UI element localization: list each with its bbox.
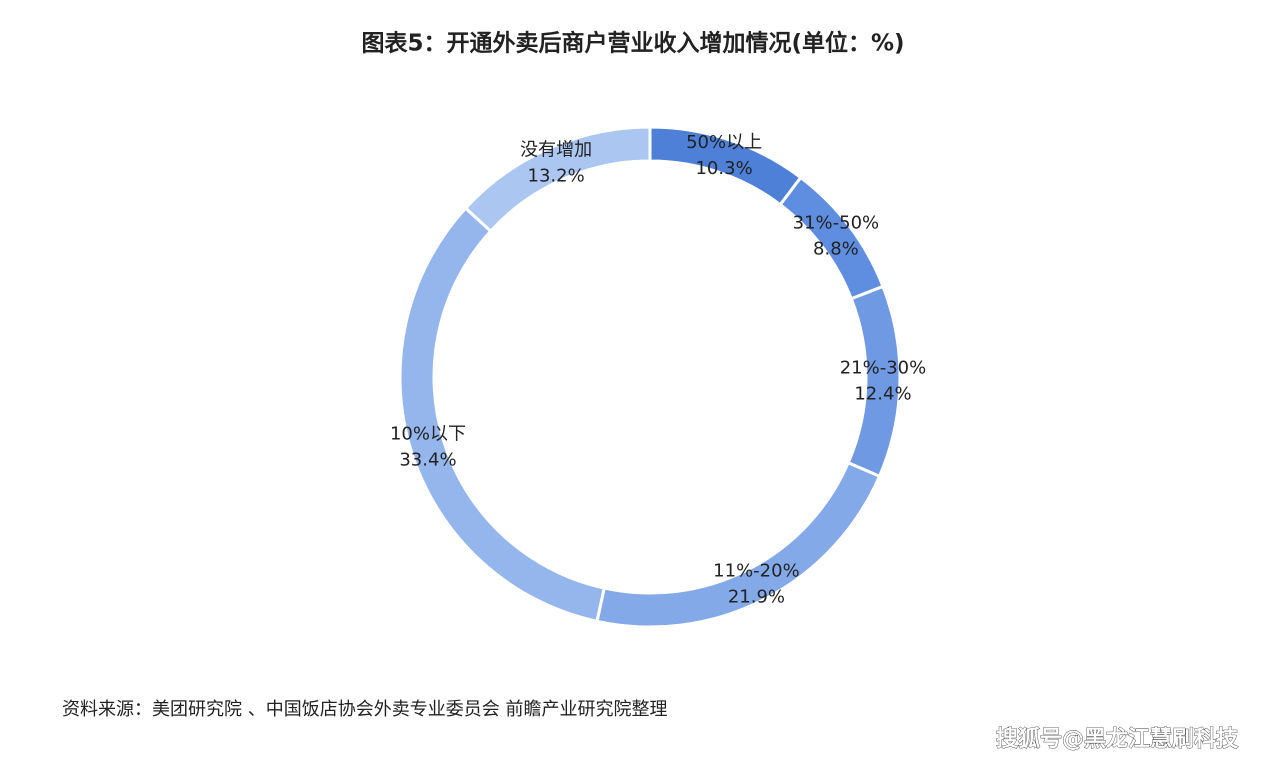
slice-value-label: 12.4%: [854, 383, 911, 404]
slice-category-label: 50%以上: [686, 132, 762, 153]
slice-category-label: 10%以下: [390, 424, 466, 445]
slice-category-label: 没有增加: [520, 140, 592, 161]
donut-slice: [463, 125, 652, 234]
slice-value-label: 13.2%: [528, 166, 585, 187]
chart-title: 图表5：开通外卖后商户营业收入增加情况(单位：%): [361, 30, 904, 57]
slice-value-label: 8.8%: [813, 239, 859, 260]
watermark: 搜狐号@黑龙江慧刷科技: [996, 726, 1239, 752]
slice-category-label: 31%-50%: [793, 213, 880, 234]
slice-value-label: 33.4%: [399, 450, 456, 471]
slice-value-label: 21.9%: [728, 586, 785, 607]
source-note: 资料来源：美团研究院 、中国饭店协会外卖专业委员会 前瞻产业研究院整理: [62, 699, 667, 720]
slice-value-label: 10.3%: [695, 158, 752, 179]
slice-category-label: 11%-20%: [713, 560, 800, 581]
slice-category-label: 21%-30%: [840, 357, 927, 378]
